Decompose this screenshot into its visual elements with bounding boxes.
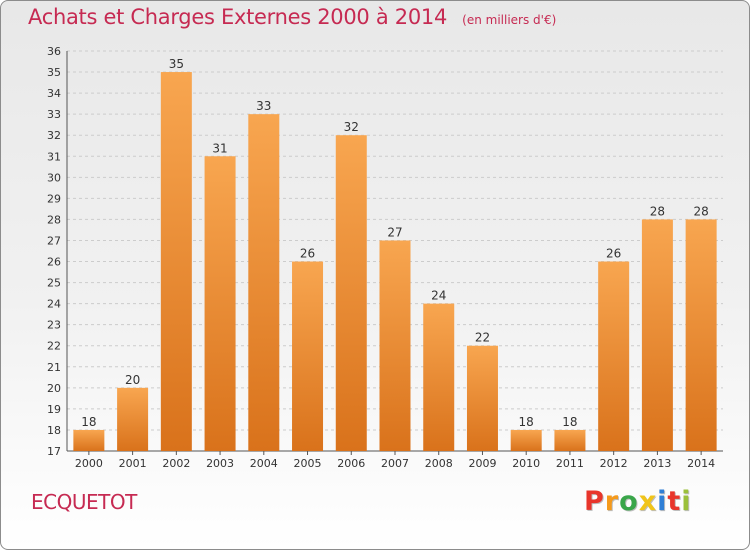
- data-label: 22: [475, 331, 490, 345]
- bar: [466, 345, 498, 451]
- y-tick-label: 19: [47, 403, 61, 416]
- y-tick-label: 20: [47, 382, 61, 395]
- y-tick-label: 27: [47, 234, 61, 247]
- bar: [292, 261, 324, 451]
- y-tick-label: 34: [47, 87, 61, 100]
- x-tick-label: 2007: [381, 457, 409, 470]
- bar: [685, 219, 717, 451]
- proxiti-logo: Proxiti: [584, 486, 692, 517]
- bar: [117, 387, 149, 451]
- x-tick-label: 2006: [337, 457, 365, 470]
- data-label: 18: [81, 415, 96, 429]
- bar: [641, 219, 673, 451]
- data-label: 28: [650, 204, 665, 218]
- data-label: 28: [693, 204, 708, 218]
- data-label: 33: [256, 99, 271, 113]
- bar: [510, 429, 542, 451]
- x-tick-label: 2005: [294, 457, 322, 470]
- chart-title: Achats et Charges Externes 2000 à 2014: [28, 5, 448, 29]
- x-tick-label: 2009: [468, 457, 496, 470]
- y-tick-label: 26: [47, 256, 61, 269]
- data-label: 35: [169, 57, 184, 71]
- y-tick-label: 30: [47, 171, 61, 184]
- data-label: 27: [387, 225, 402, 239]
- y-tick-label: 29: [47, 192, 61, 205]
- bar: [248, 114, 280, 451]
- bar: [73, 429, 105, 451]
- y-tick-label: 35: [47, 66, 61, 79]
- bar: [598, 261, 630, 451]
- data-label: 26: [300, 247, 315, 261]
- bar: [204, 156, 236, 451]
- y-tick-label: 25: [47, 277, 61, 290]
- y-tick-label: 32: [47, 129, 61, 142]
- y-tick-label: 36: [47, 45, 61, 58]
- y-tick-label: 31: [47, 150, 61, 163]
- x-tick-label: 2011: [556, 457, 584, 470]
- data-label: 32: [344, 120, 359, 134]
- chart-subtitle: (en milliers d'€): [462, 13, 557, 27]
- x-tick-label: 2013: [643, 457, 671, 470]
- data-label: 18: [562, 415, 577, 429]
- bar: [335, 135, 367, 452]
- data-label: 18: [519, 415, 534, 429]
- x-tick-label: 2001: [119, 457, 147, 470]
- x-tick-label: 2014: [687, 457, 715, 470]
- bar: [554, 429, 586, 451]
- y-tick-label: 18: [47, 424, 61, 437]
- x-tick-label: 2012: [600, 457, 628, 470]
- y-tick-label: 17: [47, 445, 61, 458]
- data-label: 26: [606, 247, 621, 261]
- y-tick-label: 23: [47, 319, 61, 332]
- bar: [379, 240, 411, 451]
- data-label: 24: [431, 289, 446, 303]
- y-tick-label: 33: [47, 108, 61, 121]
- bar: [423, 303, 455, 451]
- bar: [160, 72, 192, 451]
- y-tick-label: 21: [47, 361, 61, 374]
- data-label: 20: [125, 373, 140, 387]
- x-tick-label: 2000: [75, 457, 103, 470]
- x-tick-label: 2008: [425, 457, 453, 470]
- y-tick-label: 28: [47, 213, 61, 226]
- data-label: 31: [212, 141, 227, 155]
- x-tick-label: 2010: [512, 457, 540, 470]
- title-block: Achats et Charges Externes 2000 à 2014 (…: [28, 5, 556, 29]
- location-label: ECQUETOT: [31, 490, 137, 514]
- y-tick-label: 22: [47, 340, 61, 353]
- x-tick-label: 2004: [250, 457, 278, 470]
- x-tick-label: 2003: [206, 457, 234, 470]
- x-tick-label: 2002: [162, 457, 190, 470]
- y-tick-label: 24: [47, 298, 61, 311]
